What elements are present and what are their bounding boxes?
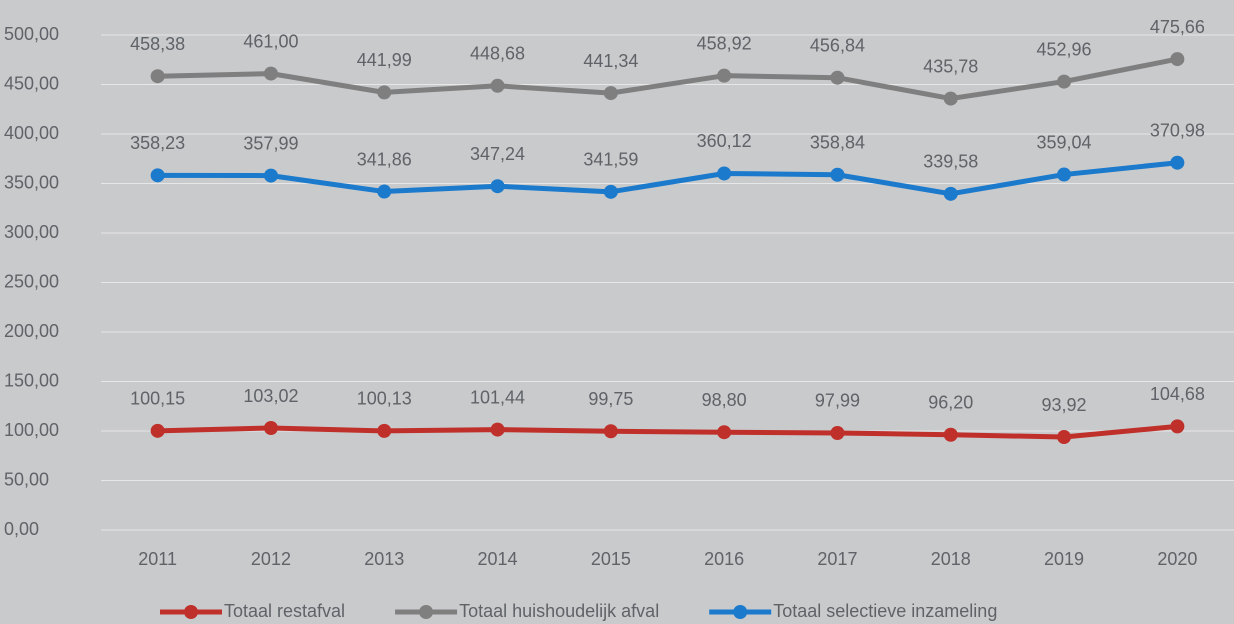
data-label: 100,15 xyxy=(130,389,185,409)
data-label: 358,84 xyxy=(810,132,865,152)
data-point xyxy=(490,179,505,194)
x-tick-label: 2019 xyxy=(1044,549,1084,569)
y-tick-label: 500,00 xyxy=(4,24,59,44)
data-point xyxy=(1057,167,1072,182)
data-point xyxy=(717,68,732,83)
y-tick-label: 350,00 xyxy=(4,172,59,192)
data-label: 101,44 xyxy=(470,387,525,407)
x-tick-label: 2013 xyxy=(364,549,404,569)
data-label: 99,75 xyxy=(588,389,633,409)
data-point xyxy=(1057,430,1072,445)
data-label: 339,58 xyxy=(923,152,978,172)
y-tick-label: 400,00 xyxy=(4,123,59,143)
data-label: 97,99 xyxy=(815,391,860,411)
data-label: 458,92 xyxy=(697,33,752,53)
data-point xyxy=(377,423,392,438)
data-label: 475,66 xyxy=(1150,17,1205,37)
x-tick-label: 2012 xyxy=(251,549,291,569)
data-label: 461,00 xyxy=(243,31,298,51)
data-label: 359,04 xyxy=(1037,132,1092,152)
data-point xyxy=(830,70,845,85)
data-point xyxy=(490,78,505,93)
data-label: 341,59 xyxy=(583,150,638,170)
data-point xyxy=(263,168,278,183)
data-label: 100,13 xyxy=(357,389,412,409)
data-point xyxy=(830,425,845,440)
data-point xyxy=(1170,419,1185,434)
x-tick-label: 2018 xyxy=(931,549,971,569)
series-line xyxy=(157,423,1178,440)
legend-marker xyxy=(419,605,434,619)
data-label: 347,24 xyxy=(470,144,525,164)
y-tick-label: 300,00 xyxy=(4,222,59,242)
series-line xyxy=(157,160,1178,197)
data-label: 448,68 xyxy=(470,44,525,64)
y-tick-label: 200,00 xyxy=(4,321,59,341)
x-tick-label: 2020 xyxy=(1157,549,1197,569)
x-tick-label: 2014 xyxy=(478,549,518,569)
legend-label: Totaal selectieve inzameling xyxy=(773,601,997,621)
data-point xyxy=(490,422,505,437)
data-label: 358,23 xyxy=(130,133,185,153)
data-point xyxy=(717,166,732,181)
data-label: 98,80 xyxy=(702,390,747,410)
data-label: 360,12 xyxy=(697,131,752,151)
y-tick-label: 100,00 xyxy=(4,420,59,440)
data-point xyxy=(377,85,392,100)
data-label: 441,99 xyxy=(357,50,412,70)
data-label: 104,68 xyxy=(1150,384,1205,404)
data-label: 456,84 xyxy=(810,35,865,55)
data-point xyxy=(1057,74,1072,89)
data-point xyxy=(603,424,618,439)
x-tick-label: 2011 xyxy=(138,549,177,569)
data-label: 370,98 xyxy=(1150,120,1205,140)
data-point xyxy=(150,423,165,438)
data-label: 458,38 xyxy=(130,34,185,54)
data-label: 357,99 xyxy=(243,133,298,153)
x-tick-label: 2017 xyxy=(817,549,857,569)
data-point xyxy=(377,184,392,199)
data-point xyxy=(263,66,278,81)
data-label: 96,20 xyxy=(928,393,973,413)
data-point xyxy=(717,425,732,440)
y-tick-label: 50,00 xyxy=(4,469,49,489)
data-point xyxy=(943,186,958,201)
data-point xyxy=(830,167,845,182)
data-label: 93,92 xyxy=(1042,395,1087,415)
data-point xyxy=(150,69,165,84)
data-label: 441,34 xyxy=(583,51,638,71)
data-point xyxy=(1170,155,1185,170)
y-tick-label: 0,00 xyxy=(4,519,39,539)
x-tick-label: 2015 xyxy=(591,549,631,569)
data-point xyxy=(1170,52,1185,67)
legend-marker xyxy=(733,605,748,619)
series-line xyxy=(157,56,1178,102)
data-point xyxy=(263,421,278,436)
data-point xyxy=(150,168,165,183)
x-tick-label: 2016 xyxy=(704,549,744,569)
data-point xyxy=(943,91,958,106)
legend-label: Totaal huishoudelijk afval xyxy=(459,601,659,621)
y-tick-label: 250,00 xyxy=(4,271,59,291)
data-point xyxy=(603,86,618,101)
y-tick-label: 450,00 xyxy=(4,73,59,93)
data-point xyxy=(603,184,618,199)
data-label: 435,78 xyxy=(923,56,978,76)
data-point xyxy=(943,427,958,442)
data-label: 452,96 xyxy=(1037,39,1092,59)
legend-label: Totaal restafval xyxy=(224,601,345,621)
y-tick-label: 150,00 xyxy=(4,370,59,390)
legend-marker xyxy=(184,605,198,619)
data-label: 341,86 xyxy=(357,149,412,169)
data-label: 103,02 xyxy=(243,386,298,406)
